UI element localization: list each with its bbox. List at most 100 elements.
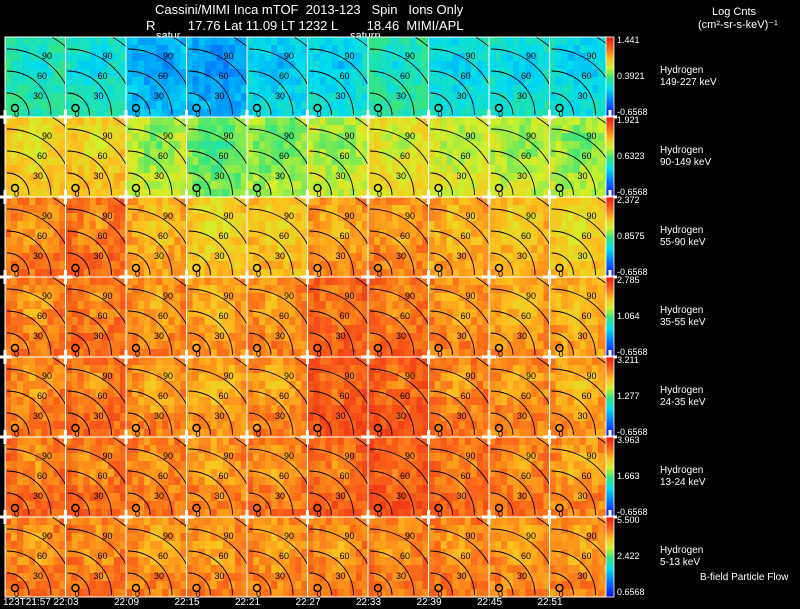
- heatmap-cell: [210, 69, 218, 78]
- heatmap-cell: [228, 317, 236, 326]
- colorbar-segment: [606, 171, 614, 174]
- heatmap-cell: [331, 277, 339, 286]
- heatmap-cell: [240, 309, 247, 318]
- colorbar-segment: [606, 141, 614, 144]
- heatmap-cell: [476, 117, 484, 126]
- heatmap-cell: [253, 293, 260, 302]
- heatmap-cell: [119, 141, 126, 150]
- heatmap-cell: [271, 293, 278, 302]
- heatmap-cell: [374, 349, 381, 357]
- heatmap-cell: [29, 165, 36, 174]
- heatmap-cell: [561, 269, 568, 277]
- heatmap-cell: [428, 85, 435, 94]
- heatmap-cell: [53, 341, 60, 350]
- heatmap-cell: [17, 237, 24, 246]
- heatmap-cell: [361, 213, 368, 222]
- heatmap-cell: [446, 61, 453, 70]
- heatmap-cell: [380, 37, 387, 46]
- heatmap-cell: [204, 245, 211, 254]
- heatmap-cell: [53, 101, 60, 110]
- heatmap-cell: [29, 261, 36, 270]
- heatmap-cell: [186, 397, 193, 406]
- heatmap-cell: [476, 61, 484, 70]
- heatmap-panel-r4-c2: [126, 357, 187, 437]
- heatmap-cell: [210, 37, 218, 46]
- heatmap-cell: [222, 157, 230, 166]
- heatmap-cell: [597, 261, 605, 270]
- heatmap-cell: [126, 381, 133, 390]
- heatmap-cell: [71, 133, 78, 142]
- heatmap-cell: [138, 45, 145, 54]
- heatmap-cell: [65, 397, 72, 406]
- heatmap-cell: [210, 357, 218, 366]
- heatmap-cell: [319, 261, 326, 270]
- heatmap-cell: [174, 229, 181, 238]
- heatmap-cell: [216, 69, 224, 78]
- heatmap-cell: [247, 397, 254, 406]
- heatmap-cell: [192, 197, 199, 206]
- heatmap-cell: [162, 365, 169, 374]
- heatmap-cell: [489, 93, 496, 102]
- contour-arc: [248, 92, 272, 116]
- planet-marker-icon: [192, 263, 201, 273]
- contour-arc: [490, 310, 536, 356]
- heatmap-cell: [119, 221, 126, 230]
- heatmap-cell: [265, 277, 272, 286]
- heatmap-cell: [398, 77, 405, 86]
- heatmap-cell: [325, 245, 332, 254]
- heatmap-cell: [174, 285, 181, 294]
- heatmap-cell: [95, 117, 103, 126]
- contour-arc: [127, 288, 187, 326]
- colorbar-segment: [606, 259, 614, 262]
- heatmap-cell: [597, 221, 605, 230]
- heatmap-cell: [89, 237, 97, 246]
- heatmap-cell: [440, 101, 447, 110]
- heatmap-cell: [416, 301, 423, 310]
- heatmap-cell: [210, 405, 218, 414]
- heatmap-cell: [180, 221, 187, 230]
- heatmap-cell: [89, 429, 97, 437]
- heatmap-cell: [325, 253, 332, 262]
- heatmap-cell: [537, 221, 544, 230]
- heatmap-cell: [392, 205, 399, 214]
- heatmap-cell: [144, 157, 151, 166]
- heatmap-cell: [35, 253, 42, 262]
- contour-arc: [67, 252, 90, 276]
- heatmap-cell: [253, 69, 260, 78]
- heatmap-cell: [228, 229, 236, 238]
- contour-arc: [188, 150, 233, 196]
- heatmap-cell: [537, 261, 544, 270]
- contour-arc: [127, 70, 173, 116]
- heatmap-cell: [531, 325, 538, 334]
- heatmap-cell: [507, 309, 514, 318]
- heatmap-cell: [410, 173, 417, 182]
- heatmap-cell: [210, 293, 218, 302]
- heatmap-cell: [307, 37, 314, 46]
- heatmap-cell: [428, 293, 435, 302]
- heatmap-cell: [162, 37, 169, 46]
- heatmap-cell: [392, 333, 399, 342]
- heatmap-cell: [398, 165, 405, 174]
- heatmap-cell: [253, 213, 260, 222]
- heatmap-cell: [543, 181, 550, 190]
- heatmap-cell: [192, 277, 199, 286]
- heatmap-panel-r0-c1: [65, 37, 126, 117]
- heatmap-cell: [132, 173, 139, 182]
- heatmap-cell: [41, 205, 48, 214]
- heatmap-cell: [531, 125, 538, 134]
- heatmap-cell: [156, 405, 163, 414]
- heatmap-cell: [555, 189, 562, 197]
- heatmap-cell: [119, 309, 126, 318]
- heatmap-cell: [11, 325, 18, 334]
- heatmap-cell: [380, 293, 387, 302]
- heatmap-cell: [174, 269, 181, 277]
- heatmap-cell: [113, 141, 121, 150]
- heatmap-cell: [519, 309, 526, 318]
- heatmap-cell: [501, 133, 508, 142]
- heatmap-cell: [89, 149, 97, 158]
- heatmap-cell: [301, 237, 308, 246]
- heatmap-cell: [458, 261, 466, 270]
- contour-arc: [309, 70, 354, 116]
- heatmap-cell: [77, 197, 84, 206]
- heatmap-cell: [361, 285, 368, 294]
